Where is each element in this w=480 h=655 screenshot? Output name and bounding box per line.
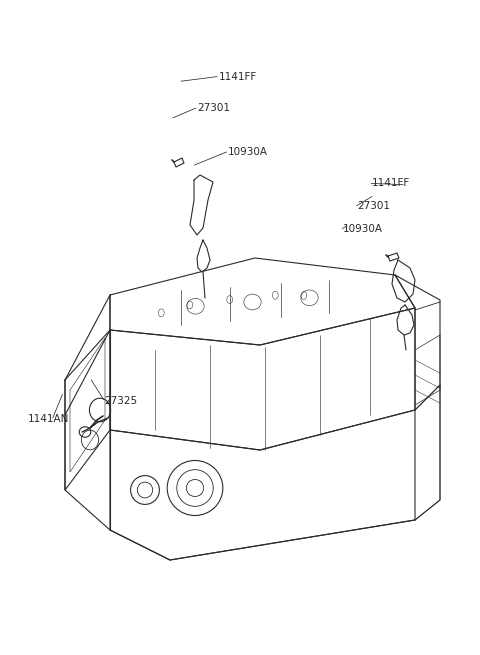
Text: 1141AN: 1141AN bbox=[28, 414, 69, 424]
Text: 1141FF: 1141FF bbox=[372, 178, 410, 189]
Text: 27301: 27301 bbox=[197, 103, 230, 113]
Text: 10930A: 10930A bbox=[343, 223, 383, 234]
Text: 1141FF: 1141FF bbox=[218, 71, 257, 82]
Text: 10930A: 10930A bbox=[228, 147, 268, 157]
Text: 27301: 27301 bbox=[358, 200, 391, 211]
Text: 27325: 27325 bbox=[105, 396, 138, 406]
